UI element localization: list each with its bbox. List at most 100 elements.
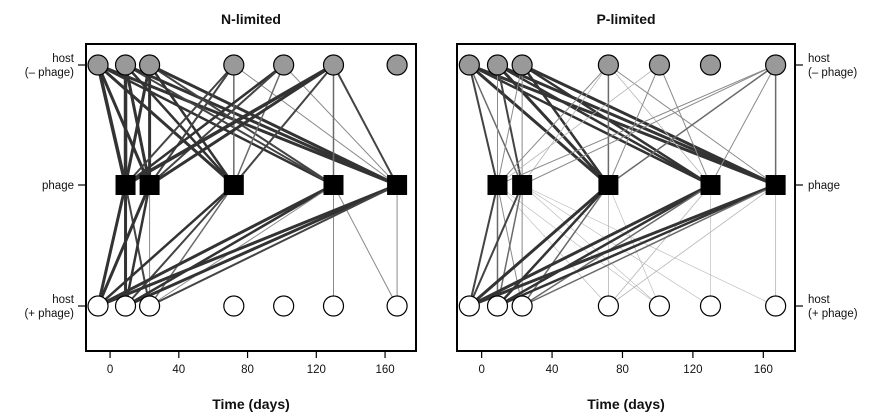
x-axis-label: Time (days) [587,396,665,412]
host-minus-phage-node [486,54,509,76]
phage-node [115,175,136,195]
host-phage-link [658,64,711,186]
host-plus-phage-node [511,295,533,317]
host-phage-link [124,63,399,187]
host-minus-phage-node [273,54,295,76]
phage-host-link [124,183,151,308]
host-phage-link [468,63,712,187]
x-tick-label: 0 [478,364,484,376]
phage-host-link [496,183,777,308]
phage-host-link [468,184,524,307]
phage-host-link [148,184,399,307]
host-plus-phage-node [486,295,509,317]
row-label-host-minus-phage: (– phage) [808,67,857,79]
phage-host-link [521,184,610,307]
phage-node [223,175,244,195]
host-minus-phage-node [765,54,787,76]
host-minus-phage-node [511,54,533,76]
row-label-phage: phage [808,180,840,192]
panel-title: P-limited [596,11,655,27]
phage-node [700,175,721,195]
x-tick-label: 80 [616,364,629,376]
row-label-phage: phage [42,180,74,192]
host-phage-link [124,64,235,186]
host-phage-link [468,64,523,186]
host-phage-link [124,63,152,187]
host-phage-link [123,63,336,187]
host-plus-phage-node [138,295,161,317]
host-phage-link [148,63,399,187]
phage-host-link [467,183,712,308]
host-phage-link [607,64,777,186]
host-phage-link [607,64,660,186]
host-phage-link [521,64,609,186]
host-phage-link [96,63,128,187]
host-minus-phage-node [138,54,161,76]
host-phage-link [496,63,712,187]
host-plus-phage-node [699,295,722,317]
host-phage-link [124,63,285,187]
phage-host-link [496,183,712,308]
phage-host-link [96,183,128,308]
host-minus-phage-node [597,54,619,76]
phage-node [387,175,408,195]
host-minus-phage-node [322,54,345,76]
phage-host-link [149,184,334,307]
row-label-host-minus-phage: (– phage) [25,67,74,79]
phage-host-link [468,184,499,307]
row-label-host-plus-phage: host [808,294,831,306]
host-plus-phage-node [322,295,345,317]
host-plus-phage-node [223,295,245,317]
phage-host-link [467,183,610,308]
x-tick-label: 160 [754,364,773,376]
host-minus-phage-node [386,54,408,76]
host-plus-phage-node [114,295,137,317]
phage-host-link [497,184,660,307]
phage-node [598,175,619,195]
chart-panel-1: N-limited host (– phage) phage host (+ phage)… [24,11,417,412]
host-minus-phage-node [648,54,671,76]
host-phage-link [96,63,236,187]
row-label-host-minus-phage: host [52,53,75,65]
host-phage-link [496,64,523,186]
host-phage-link [233,64,285,186]
phage-host-link [333,184,398,307]
host-phage-link [232,64,335,186]
host-phage-link [467,63,778,187]
phage-host-link [96,183,399,308]
host-phage-link [96,63,399,187]
row-label-host-plus-phage: host [52,294,75,306]
phage-host-link [96,183,152,308]
host-phage-link [607,64,711,186]
panel-frame [85,43,417,352]
host-minus-phage-node [223,54,245,76]
phage-host-link [521,184,777,307]
phage-host-link [496,183,610,308]
row-label-host-minus-phage: host [808,53,831,65]
host-plus-phage-node [648,295,671,317]
host-phage-link [496,64,777,186]
phage-host-link [521,184,712,307]
x-tick-label: 40 [172,364,185,376]
host-minus-phage-node [114,54,137,76]
x-tick-label: 0 [107,364,113,376]
host-phage-link [148,64,285,186]
phage-node [487,175,508,195]
phage-host-link [467,183,778,308]
host-phage-link [521,64,777,186]
phage-node [323,175,344,195]
phage-node [139,175,160,195]
host-plus-phage-node [765,295,787,317]
x-tick-label: 40 [546,364,559,376]
host-phage-link [467,63,610,187]
x-tick-label: 120 [307,364,326,376]
chart-panel-2: P-limited host (– phage) phage host (+ phage)… [456,11,858,412]
phage-host-link [607,184,711,307]
host-phage-link [468,64,499,186]
host-phage-link [496,64,609,186]
host-minus-phage-node [87,54,109,76]
phage-host-link [124,183,399,308]
panel-frame [456,43,796,352]
host-phage-link [148,63,335,187]
